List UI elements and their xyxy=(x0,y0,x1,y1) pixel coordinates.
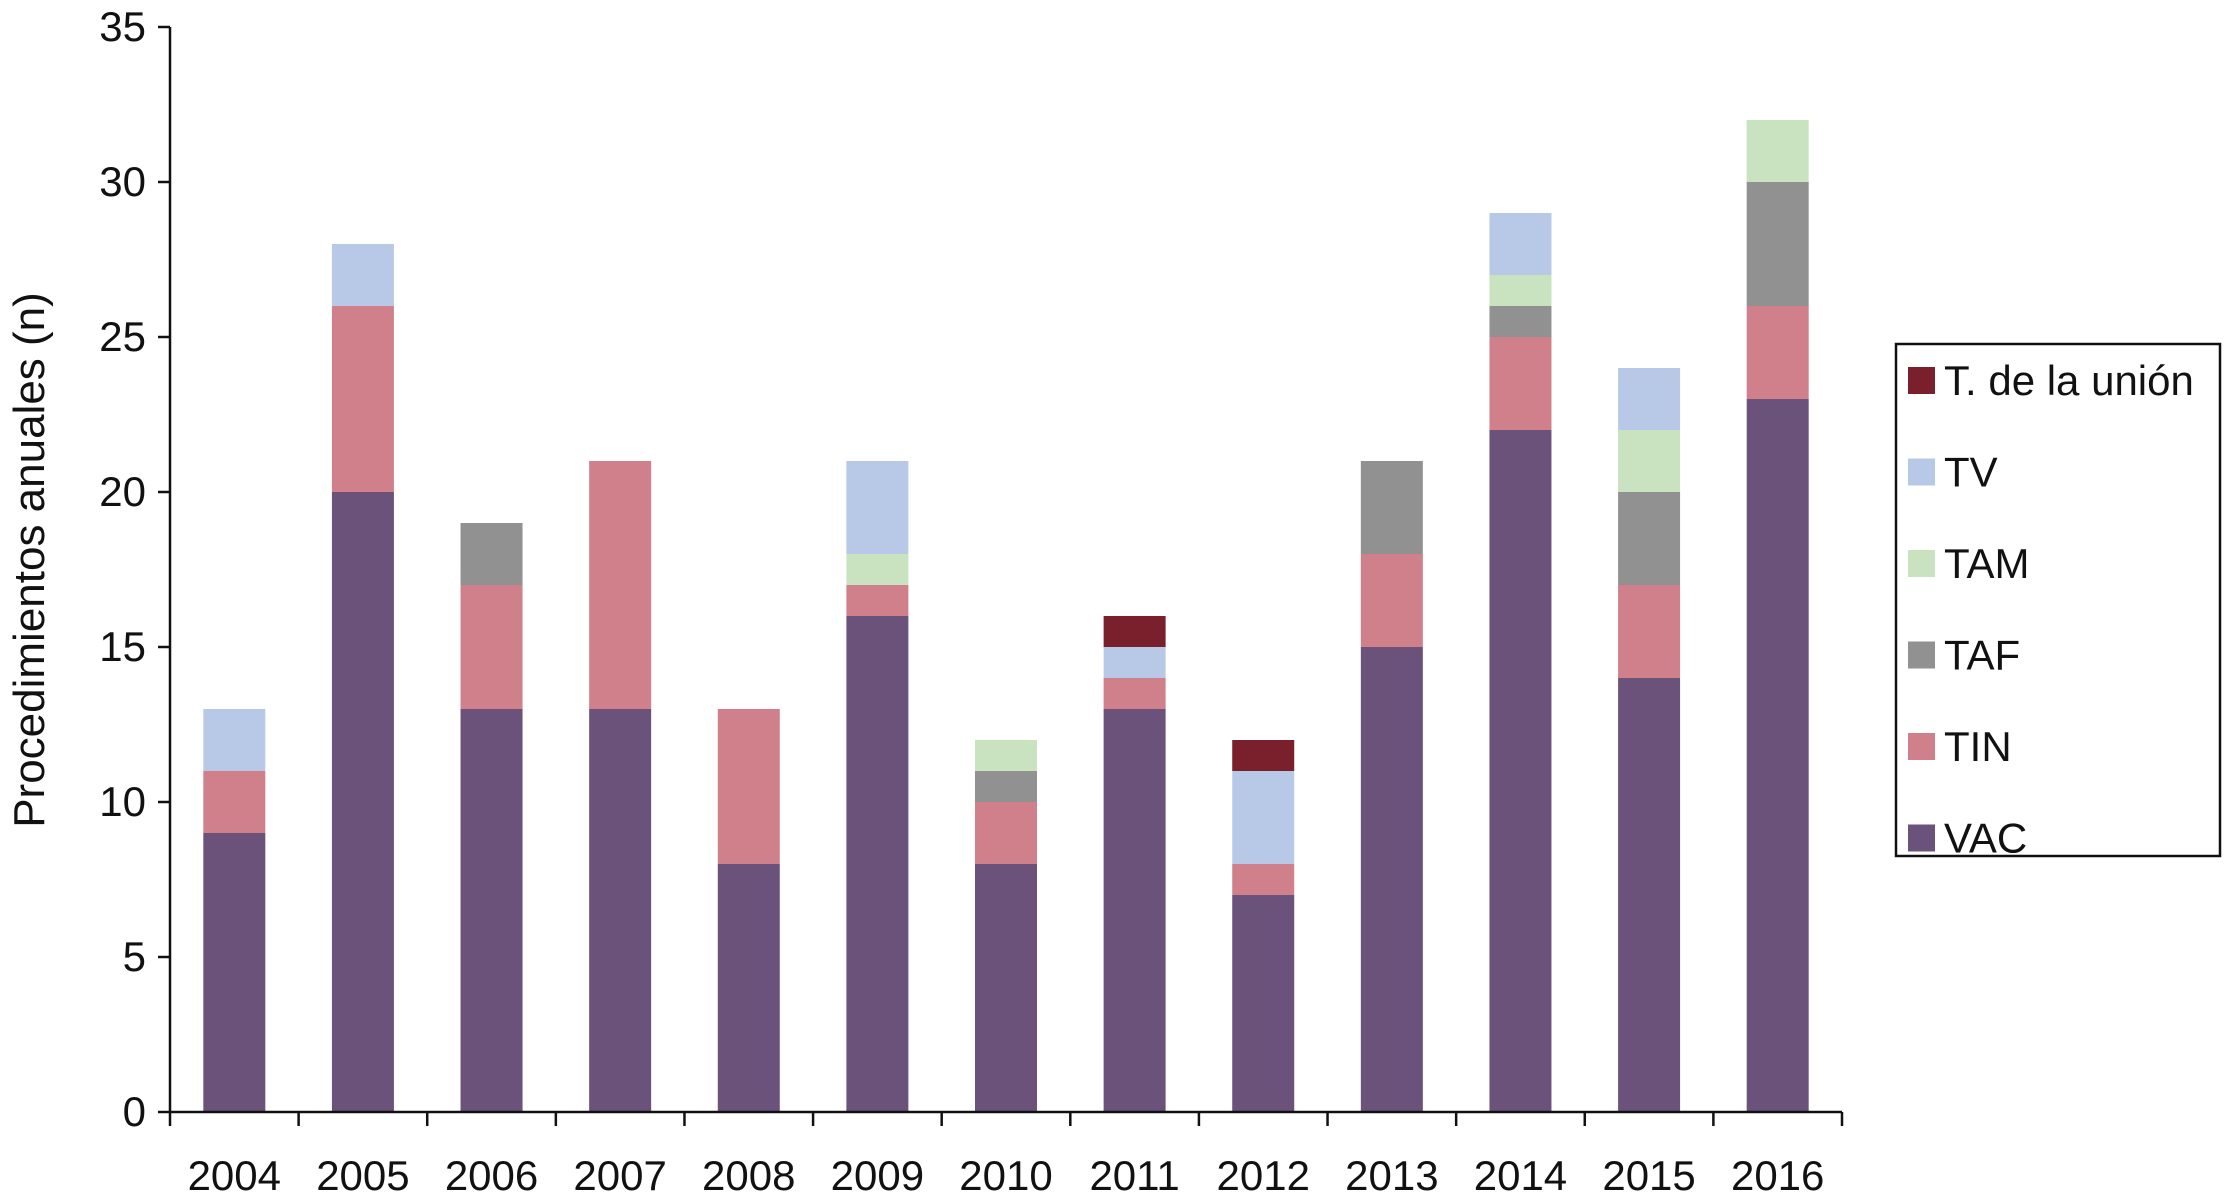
x-tick-label: 2015 xyxy=(1602,1152,1695,1199)
legend-label: TAF xyxy=(1944,632,2020,679)
x-tick-label: 2009 xyxy=(831,1152,924,1199)
bar-segment xyxy=(1746,399,1809,1112)
legend-label: TIN xyxy=(1944,723,2012,770)
bar-segment xyxy=(717,709,780,864)
bar-segment xyxy=(975,802,1037,864)
bar-segment xyxy=(1103,647,1166,678)
legend-label: T. de la unión xyxy=(1944,357,2194,404)
bar-segment xyxy=(203,833,266,1112)
bar-segment xyxy=(1618,430,1681,492)
legend-label: VAC xyxy=(1944,815,2027,862)
legend-swatch xyxy=(1908,550,1935,577)
y-tick-label: 10 xyxy=(99,778,146,825)
bar-segment xyxy=(1360,647,1423,1112)
y-axis-title: Procedimientos anuales (n) xyxy=(5,292,54,828)
x-tick-label: 2005 xyxy=(316,1152,409,1199)
bar-segment xyxy=(203,709,266,771)
bar-segment xyxy=(203,771,266,833)
y-tick-label: 0 xyxy=(123,1088,146,1135)
bar-segment xyxy=(1232,895,1295,1112)
x-tick-label: 2016 xyxy=(1731,1152,1824,1199)
y-tick-label: 35 xyxy=(99,3,146,50)
x-tick-label: 2014 xyxy=(1474,1152,1567,1199)
bar-segment xyxy=(1746,120,1809,182)
bar-segment xyxy=(846,554,909,585)
bar-segment xyxy=(331,244,394,306)
bar-segment xyxy=(975,771,1037,802)
bar-segment xyxy=(1232,864,1295,895)
x-tick-label: 2010 xyxy=(959,1152,1052,1199)
bar-segment xyxy=(1489,337,1552,430)
x-tick-label: 2006 xyxy=(445,1152,538,1199)
bar-segment xyxy=(1746,182,1809,306)
bar-segment xyxy=(1489,213,1552,275)
y-tick-label: 30 xyxy=(99,158,146,205)
bar-segment xyxy=(1618,368,1681,430)
y-tick-label: 20 xyxy=(99,468,146,515)
x-tick-label: 2004 xyxy=(188,1152,281,1199)
bar-segment xyxy=(1232,740,1295,771)
bar-segment xyxy=(846,585,909,616)
bar-segment xyxy=(1360,554,1423,647)
legend-swatch xyxy=(1908,458,1935,486)
bar-segment xyxy=(1618,492,1681,585)
bar-segment xyxy=(331,492,394,1112)
y-tick-label: 5 xyxy=(123,933,146,980)
bar-segment xyxy=(1360,461,1423,554)
bar-segment xyxy=(1746,306,1809,399)
bar-segment xyxy=(1103,616,1166,647)
bar-segment xyxy=(1232,771,1295,864)
bar-segment xyxy=(460,709,523,1112)
bar-segment xyxy=(1489,275,1552,306)
y-tick-label: 25 xyxy=(99,313,146,360)
bar-segment xyxy=(975,740,1037,771)
bar-segment xyxy=(460,585,523,709)
legend-swatch xyxy=(1908,824,1935,852)
bar-segment xyxy=(846,616,909,1112)
bar-segment xyxy=(589,709,652,1112)
bar-segment xyxy=(1103,678,1166,709)
bars-group xyxy=(203,120,1809,1112)
legend-label: TV xyxy=(1944,449,1998,496)
x-tick-label: 2011 xyxy=(1089,1152,1179,1199)
y-tick-label: 15 xyxy=(99,623,146,670)
legend-box xyxy=(1894,342,2222,858)
bar-segment xyxy=(1618,678,1681,1112)
x-tick-label: 2012 xyxy=(1217,1152,1310,1199)
bar-segment xyxy=(975,864,1037,1112)
bar-segment xyxy=(1103,709,1166,1112)
x-tick-label: 2013 xyxy=(1345,1152,1438,1199)
legend-label: TAM xyxy=(1944,540,2030,587)
x-tick-label: 2007 xyxy=(573,1152,666,1199)
bar-segment xyxy=(846,461,909,554)
bar-segment xyxy=(1489,430,1552,1112)
bar-segment xyxy=(1618,585,1681,678)
x-tick-label: 2008 xyxy=(702,1152,795,1199)
legend-swatch xyxy=(1908,641,1935,669)
legend-swatch xyxy=(1908,733,1935,760)
bar-segment xyxy=(589,461,652,709)
axes-group: 0 5 10 15 20 25 30 35 2004 2005 2006 2007 2008 2009 20… xyxy=(99,3,1844,1199)
bar-segment xyxy=(1489,306,1552,337)
bar-segment xyxy=(460,523,523,585)
legend: T. de la unión TV TAM TAF TIN VAC xyxy=(1894,342,2222,862)
bar-segment xyxy=(717,864,780,1112)
legend-swatch xyxy=(1908,367,1935,394)
bar-segment xyxy=(331,306,394,492)
